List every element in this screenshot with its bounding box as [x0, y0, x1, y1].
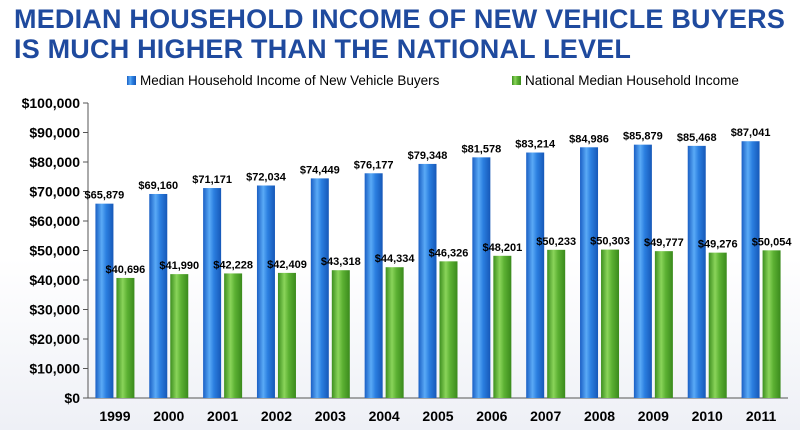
data-label-new-vehicle-buyers: $65,879 — [85, 190, 125, 202]
data-label-national-median: $44,334 — [375, 253, 416, 265]
x-tick-label: 2003 — [315, 408, 346, 424]
x-tick-label: 2001 — [207, 408, 238, 424]
x-tick-label: 2009 — [638, 408, 669, 424]
y-tick-label: $40,000 — [29, 272, 80, 288]
data-label-national-median: $49,276 — [698, 239, 738, 251]
bar-new-vehicle-buyers — [472, 157, 491, 398]
y-tick-label: $90,000 — [29, 125, 80, 141]
bar-national-median — [116, 277, 135, 398]
x-tick-label: 2004 — [369, 408, 400, 424]
y-tick-label: $10,000 — [29, 361, 80, 377]
x-tick-label: 2002 — [261, 408, 292, 424]
y-tick-label: $70,000 — [29, 184, 80, 200]
data-label-national-median: $40,696 — [106, 264, 146, 276]
x-tick-label: 2005 — [422, 408, 453, 424]
y-tick-label: $50,000 — [29, 243, 80, 259]
data-label-new-vehicle-buyers: $81,578 — [461, 143, 501, 155]
chart-title-line-2: IS MUCH HIGHER THAN THE NATIONAL LEVEL — [14, 34, 632, 64]
data-label-new-vehicle-buyers: $85,468 — [677, 132, 717, 144]
bar-new-vehicle-buyers — [203, 188, 222, 398]
data-label-national-median: $46,326 — [429, 247, 469, 259]
data-label-new-vehicle-buyers: $87,041 — [731, 127, 771, 139]
y-tick-label: $60,000 — [29, 213, 80, 229]
bar-national-median — [277, 272, 296, 398]
data-label-new-vehicle-buyers: $84,986 — [569, 133, 609, 145]
chart-title-line-1: MEDIAN HOUSEHOLD INCOME OF NEW VEHICLE B… — [14, 4, 786, 34]
bar-national-median — [493, 255, 512, 398]
y-tick-label: $80,000 — [29, 154, 80, 170]
data-label-new-vehicle-buyers: $83,214 — [515, 139, 556, 151]
data-label-national-median: $42,228 — [213, 259, 253, 271]
data-label-national-median: $50,303 — [590, 236, 630, 248]
bar-national-median — [170, 274, 189, 398]
data-label-new-vehicle-buyers: $74,449 — [300, 164, 340, 176]
bar-national-median — [654, 251, 673, 398]
y-tick-label: $30,000 — [29, 302, 80, 318]
y-tick-label: $100,000 — [22, 95, 81, 111]
bar-national-median — [601, 249, 620, 398]
data-label-national-median: $43,318 — [321, 256, 361, 268]
bar-national-median — [331, 270, 350, 398]
legend-label: Median Household Income of New Vehicle B… — [140, 73, 440, 88]
data-label-new-vehicle-buyers: $69,160 — [138, 180, 178, 192]
data-label-national-median: $42,409 — [267, 259, 307, 271]
bar-national-median — [439, 261, 458, 398]
x-tick-label: 2010 — [692, 408, 723, 424]
bar-national-median — [224, 273, 243, 398]
bar-new-vehicle-buyers — [526, 152, 545, 398]
x-tick-label: 2011 — [746, 408, 777, 424]
legend-swatch — [512, 76, 521, 85]
x-tick-label: 1999 — [99, 408, 130, 424]
data-label-new-vehicle-buyers: $79,348 — [408, 150, 448, 162]
data-label-national-median: $50,233 — [536, 236, 576, 248]
y-tick-label: $20,000 — [29, 331, 80, 347]
data-label-national-median: $49,777 — [644, 237, 684, 249]
x-tick-label: 2007 — [530, 408, 561, 424]
bar-new-vehicle-buyers — [364, 173, 383, 398]
x-tick-label: 2008 — [584, 408, 615, 424]
bar-new-vehicle-buyers — [687, 145, 706, 398]
data-label-national-median: $41,990 — [159, 260, 199, 272]
bar-new-vehicle-buyers — [580, 147, 599, 398]
bar-new-vehicle-buyers — [418, 163, 437, 398]
data-label-new-vehicle-buyers: $76,177 — [354, 159, 394, 171]
bar-new-vehicle-buyers — [256, 185, 275, 398]
bar-new-vehicle-buyers — [310, 178, 329, 398]
data-label-new-vehicle-buyers: $72,034 — [246, 171, 287, 183]
bar-national-median — [708, 252, 727, 398]
bar-new-vehicle-buyers — [633, 144, 652, 398]
data-label-national-median: $50,054 — [752, 236, 793, 248]
data-label-new-vehicle-buyers: $71,171 — [192, 174, 232, 186]
data-label-national-median: $48,201 — [482, 242, 522, 254]
bar-new-vehicle-buyers — [149, 193, 168, 398]
legend-swatch — [127, 76, 136, 85]
data-label-new-vehicle-buyers: $85,879 — [623, 131, 663, 143]
x-tick-label: 2006 — [476, 408, 507, 424]
y-tick-label: $0 — [64, 390, 80, 406]
x-tick-label: 2000 — [153, 408, 184, 424]
bar-new-vehicle-buyers — [741, 141, 760, 398]
bar-national-median — [385, 267, 404, 398]
bar-national-median — [762, 250, 781, 398]
bar-national-median — [547, 249, 566, 398]
bar-new-vehicle-buyers — [95, 203, 114, 398]
legend-label: National Median Household Income — [525, 73, 739, 88]
chart-title: MEDIAN HOUSEHOLD INCOME OF NEW VEHICLE B… — [14, 4, 785, 64]
